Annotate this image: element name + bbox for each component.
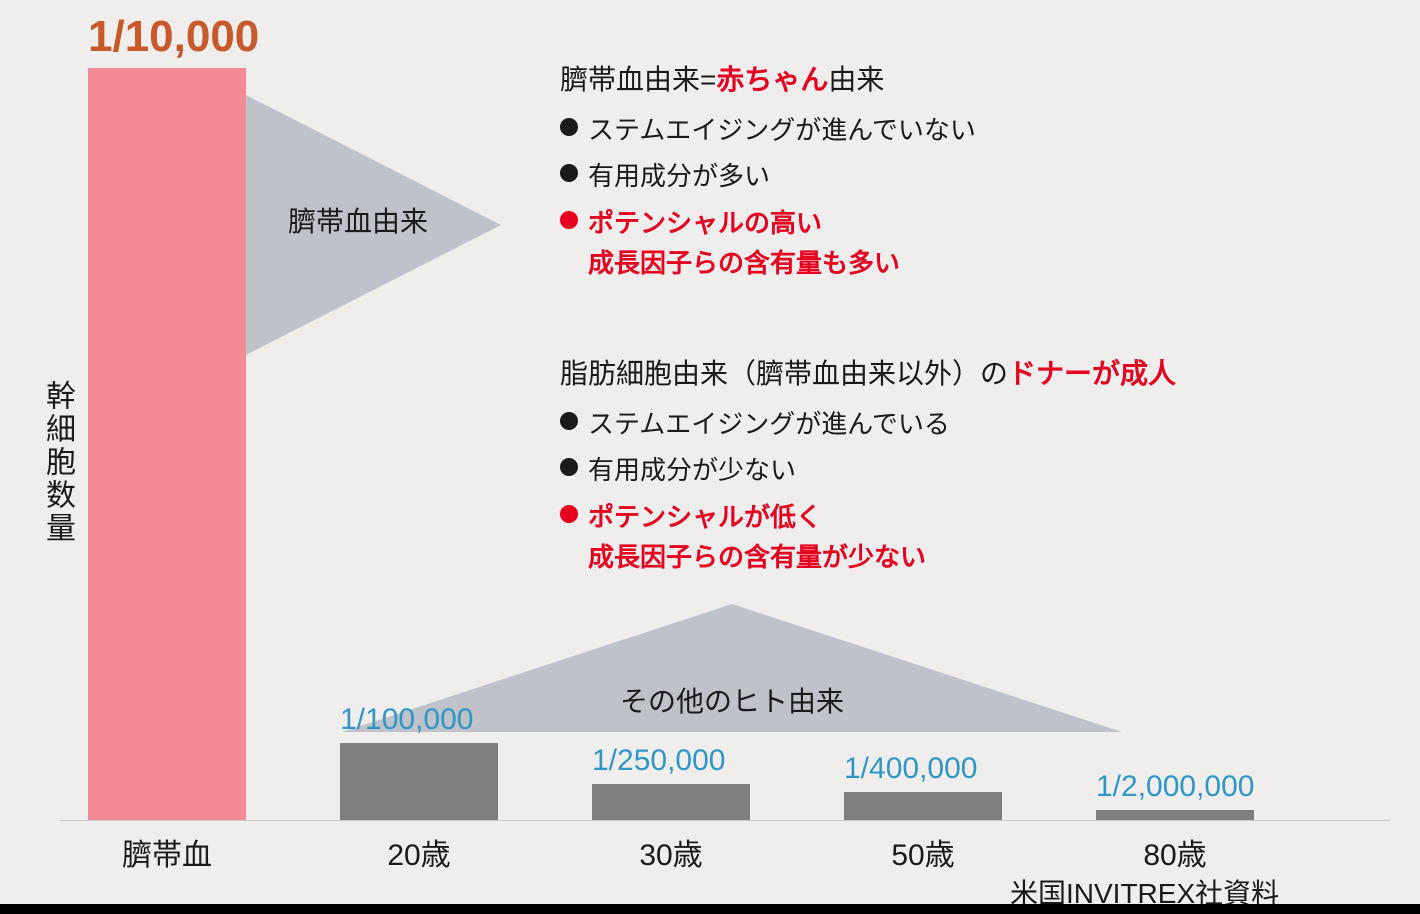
bar-label-cord: 臍帯血 — [88, 830, 246, 874]
bar-value-age80: 1/2,000,000 — [1096, 770, 1254, 804]
heading-part: 臍帯血由来= — [560, 64, 716, 95]
bar-age20 — [340, 743, 498, 820]
bullet-dot-icon — [560, 118, 578, 136]
bullet-text: 有用成分が少ない — [588, 450, 796, 490]
bullet-dot-icon — [560, 211, 578, 229]
bar-label-age30: 30歳 — [592, 830, 750, 874]
bar-label-age20: 20歳 — [340, 830, 498, 874]
heading-part: 赤ちゃん — [716, 64, 828, 95]
bar-value-cord: 1/10,000 — [88, 12, 259, 62]
bar-age50 — [844, 792, 1002, 820]
heading-part: 脂肪細胞由来（臍帯血由来以外）の — [560, 358, 1008, 389]
info-block-adult: 脂肪細胞由来（臍帯血由来以外）のドナーが成人 ステムエイジングが進んでいる有用成… — [560, 352, 1176, 577]
info-heading-cord: 臍帯血由来=赤ちゃん由来 — [560, 58, 976, 98]
callout-label-cord: 臍帯血由来 — [288, 200, 428, 240]
y-axis-label: 幹細胞数量 — [35, 380, 79, 545]
bar-label-age80: 80歳 — [1096, 830, 1254, 874]
bullet-list-cord: ステムエイジングが進んでいない有用成分が多いポテンシャルの高い 成長因子らの含有… — [560, 110, 976, 283]
bullet-text: 有用成分が多い — [588, 156, 770, 196]
bullet-dot-icon — [560, 412, 578, 430]
bullet-text: ポテンシャルの高い 成長因子らの含有量も多い — [588, 203, 900, 284]
bullet-dot-icon — [560, 505, 578, 523]
info-block-cord: 臍帯血由来=赤ちゃん由来 ステムエイジングが進んでいない有用成分が多いポテンシャ… — [560, 58, 976, 283]
bar-cord — [88, 68, 246, 820]
bullet-text: ポテンシャルが低く 成長因子らの含有量が少ない — [588, 497, 926, 578]
bullet-text: ステムエイジングが進んでいる — [588, 404, 950, 444]
baseline — [60, 820, 1390, 821]
bullet-list-adult: ステムエイジングが進んでいる有用成分が少ないポテンシャルが低く 成長因子らの含有… — [560, 404, 1176, 577]
bullet-item: ステムエイジングが進んでいる — [560, 404, 1176, 444]
bullet-item: 有用成分が少ない — [560, 450, 1176, 490]
bar-label-age50: 50歳 — [844, 830, 1002, 874]
bullet-item: ポテンシャルの高い 成長因子らの含有量も多い — [560, 203, 976, 284]
heading-part: ドナーが成人 — [1008, 358, 1176, 389]
bar-age80 — [1096, 810, 1254, 820]
bullet-item: 有用成分が多い — [560, 156, 976, 196]
bullet-item: ポテンシャルが低く 成長因子らの含有量が少ない — [560, 497, 1176, 578]
chart-canvas: 幹細胞数量 臍帯血由来 その他のヒト由来 1/10,000 臍帯血 1/100,00… — [0, 0, 1420, 914]
bar-value-age30: 1/250,000 — [592, 744, 725, 778]
bullet-dot-icon — [560, 458, 578, 476]
info-heading-adult: 脂肪細胞由来（臍帯血由来以外）のドナーが成人 — [560, 352, 1176, 392]
bottom-strip — [0, 904, 1420, 914]
bar-value-age20: 1/100,000 — [340, 703, 473, 737]
callout-label-other: その他のヒト由来 — [620, 680, 844, 720]
bar-value-age50: 1/400,000 — [844, 752, 977, 786]
heading-part: 由来 — [828, 64, 884, 95]
bar-age30 — [592, 784, 750, 820]
bullet-item: ステムエイジングが進んでいない — [560, 110, 976, 150]
bullet-dot-icon — [560, 164, 578, 182]
bullet-text: ステムエイジングが進んでいない — [588, 110, 976, 150]
